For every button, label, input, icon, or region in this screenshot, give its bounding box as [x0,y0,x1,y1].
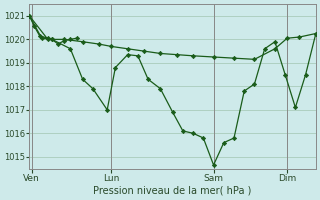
X-axis label: Pression niveau de la mer( hPa ): Pression niveau de la mer( hPa ) [93,186,252,196]
